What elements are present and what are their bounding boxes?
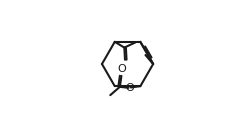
Text: O: O bbox=[118, 64, 126, 74]
Text: O: O bbox=[126, 83, 134, 93]
